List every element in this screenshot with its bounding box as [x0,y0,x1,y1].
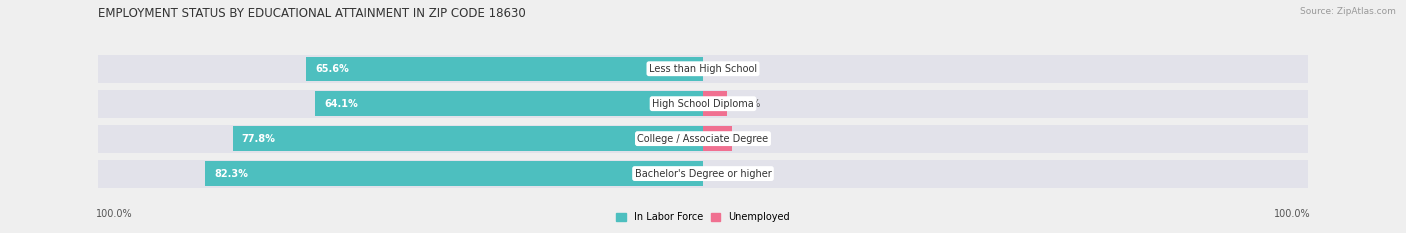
Text: 64.1%: 64.1% [325,99,359,109]
Text: High School Diploma: High School Diploma [652,99,754,109]
Text: 4.8%: 4.8% [741,134,765,144]
Bar [205,161,703,186]
Text: 77.8%: 77.8% [242,134,276,144]
Text: Bachelor's Degree or higher: Bachelor's Degree or higher [634,169,772,178]
Text: College / Associate Degree: College / Associate Degree [637,134,769,144]
Bar [232,126,703,151]
Bar [307,56,703,81]
Bar [315,91,703,116]
Bar [703,91,727,116]
Text: Less than High School: Less than High School [650,64,756,74]
Bar [98,90,1308,118]
Text: 4.0%: 4.0% [737,99,761,109]
Text: EMPLOYMENT STATUS BY EDUCATIONAL ATTAINMENT IN ZIP CODE 18630: EMPLOYMENT STATUS BY EDUCATIONAL ATTAINM… [98,7,526,20]
Text: 65.6%: 65.6% [315,64,349,74]
Text: 100.0%: 100.0% [1274,209,1310,219]
Bar [98,55,1308,83]
Text: 0.0%: 0.0% [711,169,737,178]
Bar [703,126,733,151]
Bar [98,125,1308,153]
Text: 82.3%: 82.3% [215,169,249,178]
Text: 100.0%: 100.0% [96,209,132,219]
Legend: In Labor Force, Unemployed: In Labor Force, Unemployed [612,208,794,226]
Text: 0.0%: 0.0% [711,64,737,74]
Text: Source: ZipAtlas.com: Source: ZipAtlas.com [1301,7,1396,16]
Bar [98,160,1308,188]
